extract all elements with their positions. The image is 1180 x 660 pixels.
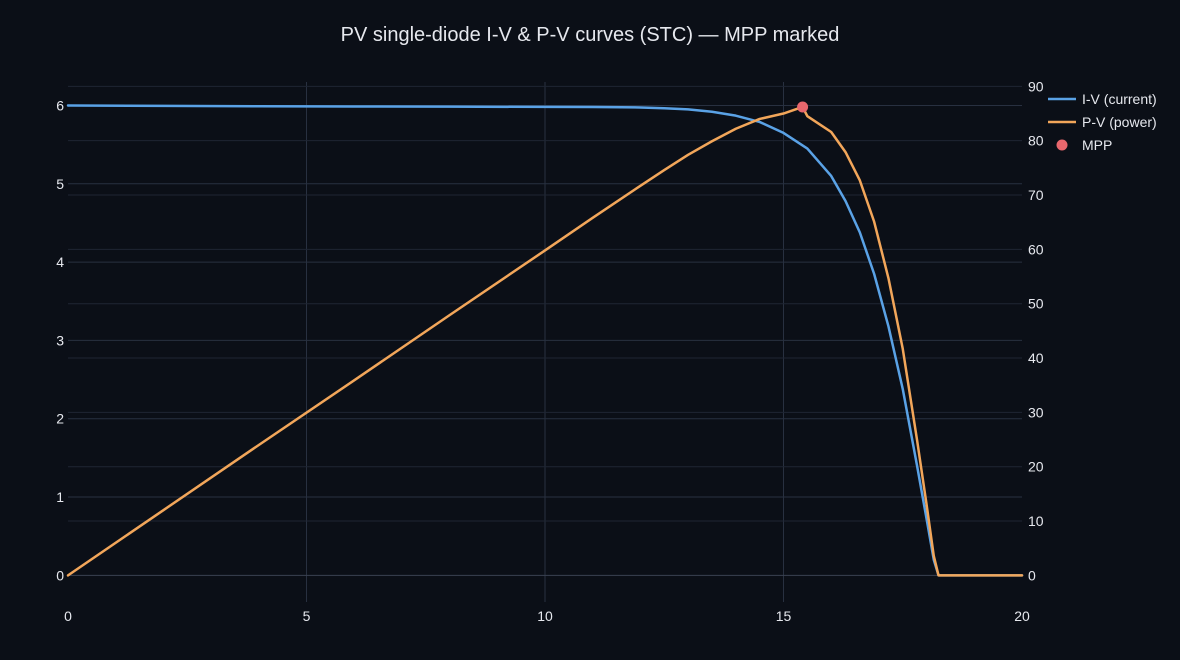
y-tick-label: 0 — [56, 567, 64, 583]
x-tick-label: 5 — [303, 608, 311, 624]
y-tick-label: 5 — [56, 176, 64, 192]
y2-tick-label: 60 — [1028, 241, 1044, 257]
mpp-point[interactable] — [797, 101, 809, 113]
y-tick-label: 6 — [56, 97, 64, 113]
y2-tick-label: 20 — [1028, 459, 1044, 475]
y-tick-label: 4 — [56, 254, 64, 270]
x-tick-label: 15 — [776, 608, 792, 624]
legend-label[interactable]: MPP — [1082, 137, 1112, 153]
series-layer — [66, 101, 1024, 577]
x-tick-label: 0 — [64, 608, 72, 624]
iv-current-line[interactable] — [66, 104, 1024, 577]
y2-tick-label: 0 — [1028, 567, 1036, 583]
y2-tick-label: 70 — [1028, 187, 1044, 203]
y-tick-label: 2 — [56, 411, 64, 427]
y2-tick-label: 90 — [1028, 78, 1044, 94]
y2-tick-label: 40 — [1028, 350, 1044, 366]
legend-label[interactable]: I-V (current) — [1082, 91, 1157, 107]
y2-tick-label: 50 — [1028, 296, 1044, 312]
legend-label[interactable]: P-V (power) — [1082, 114, 1157, 130]
chart-title: PV single-diode I-V & P-V curves (STC) —… — [341, 24, 840, 46]
x-tick-label: 10 — [537, 608, 553, 624]
y-tick-label: 1 — [56, 489, 64, 505]
legend-swatch-mpp[interactable] — [1056, 139, 1068, 151]
legend[interactable]: I-V (current) P-V (power) MPP — [1048, 91, 1157, 153]
y-tick-label: 3 — [56, 332, 64, 348]
x-tick-label: 20 — [1014, 608, 1030, 624]
y2-tick-label: 80 — [1028, 133, 1044, 149]
y2-tick-label: 30 — [1028, 404, 1044, 420]
y2-tick-label: 10 — [1028, 513, 1044, 529]
